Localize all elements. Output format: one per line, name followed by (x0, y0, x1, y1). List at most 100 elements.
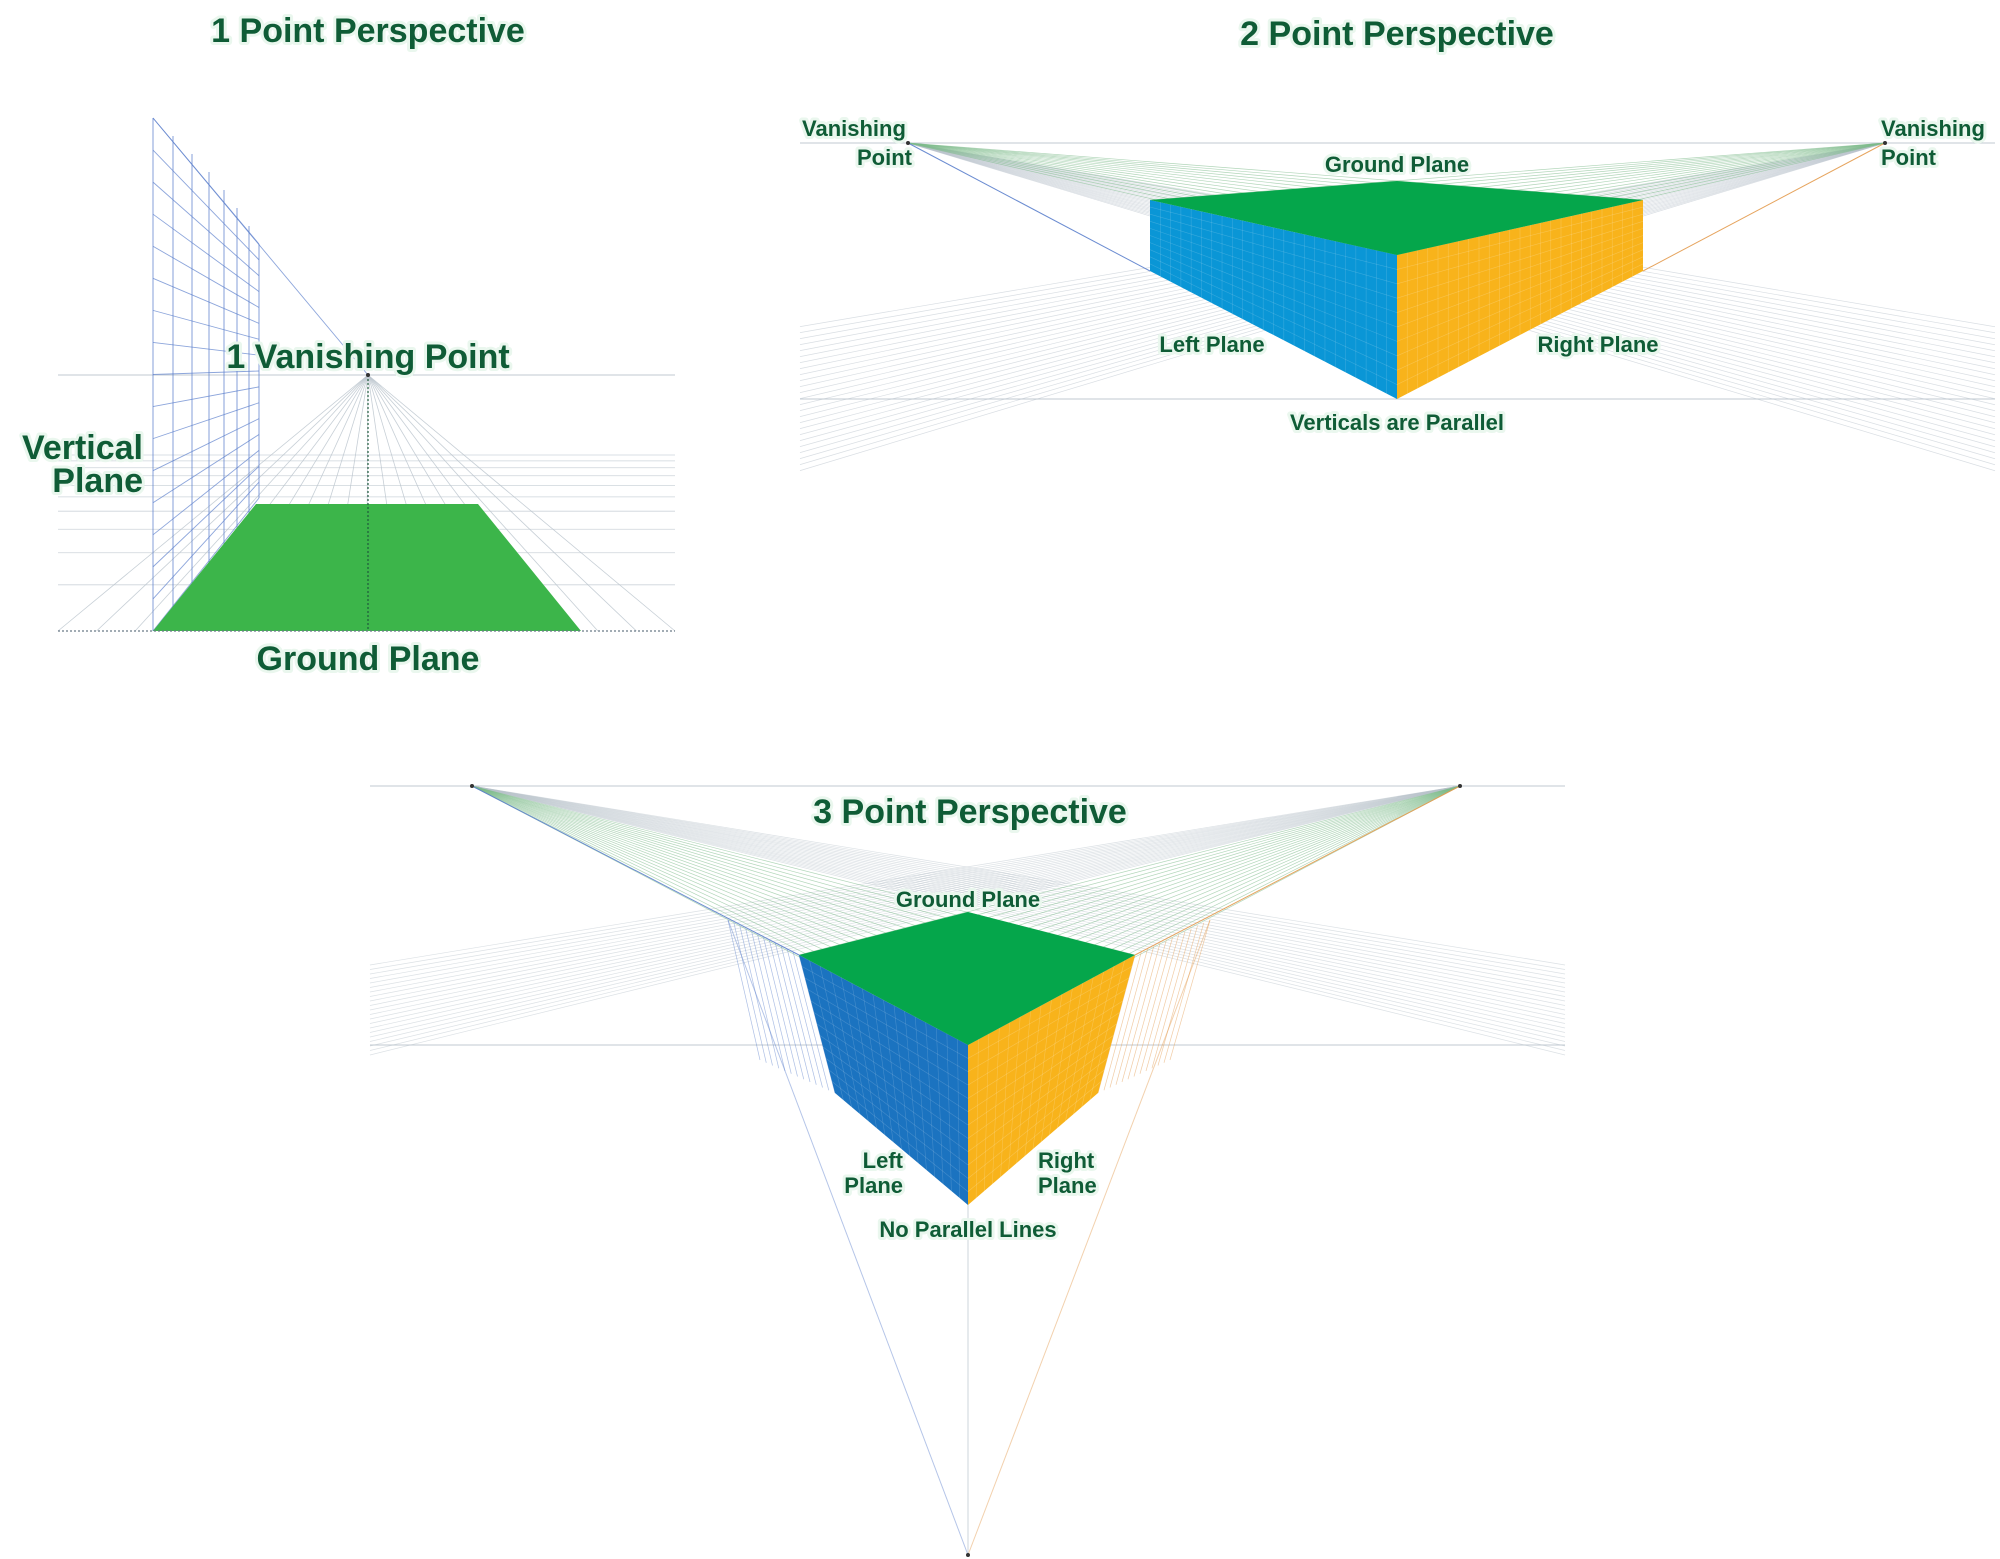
two-point-diagram: 2 Point Perspective Vanishing Point Vani… (799, 12, 1996, 472)
two-point-right-vp-label-line1: Vanishing (1881, 116, 1985, 141)
grid-line (727, 919, 761, 1061)
vertical-plane-label-line1: Vertical (22, 429, 143, 467)
grid-line (1127, 940, 1167, 1080)
three-point-right-vanishing-point (1458, 784, 1462, 788)
three-point-left-vanishing-point (470, 784, 474, 788)
grid-line (739, 925, 773, 1066)
grid-line (152, 341, 260, 356)
grid-line (1149, 206, 1398, 270)
grid-line (471, 785, 1566, 1047)
grid-line (807, 989, 969, 1086)
grid-line (792, 951, 830, 1091)
two-point-left-vp-label-line1: Vanishing (802, 116, 906, 141)
one-point-ground-plane (153, 504, 581, 631)
grid-line (914, 1016, 927, 1171)
two-point-right-vanishing-point (1883, 141, 1887, 145)
grid-line (1169, 919, 1211, 1061)
grid-line (471, 785, 1566, 1038)
grid-line (471, 785, 1566, 1006)
grid-line (96, 374, 369, 632)
grid-line (786, 949, 823, 1088)
grid-line (471, 785, 1566, 1002)
grid-line (1396, 206, 1644, 270)
grid-line (152, 245, 260, 308)
grid-line (774, 943, 811, 1083)
grid-line (957, 1039, 960, 1199)
grid-line (369, 785, 1461, 1051)
grid-line (1149, 235, 1398, 328)
three-point-left-plane (799, 955, 968, 1205)
grid-line (57, 374, 369, 632)
grid-line (1145, 931, 1186, 1072)
grid-line (369, 785, 1461, 1029)
grid-line (369, 785, 1461, 1042)
grid-line (1048, 988, 1073, 1136)
grid-line (872, 994, 894, 1143)
grid-line (152, 497, 260, 632)
grid-line (763, 937, 798, 1077)
grid-line (967, 1000, 1123, 1099)
grid-line (983, 1033, 990, 1192)
grid-line (471, 785, 1566, 1029)
one-point-vanishing-point (366, 373, 370, 377)
grid-line (369, 785, 1461, 1015)
grid-line (134, 374, 369, 632)
grid-line (367, 374, 637, 632)
three-point-diagram: 3 Point Perspective Ground Plane Left Pl… (369, 784, 1566, 1557)
three-point-bottom-vanishing-point (966, 1553, 970, 1557)
grid-line (1057, 983, 1084, 1129)
grid-line (1008, 1016, 1021, 1171)
grid-line (851, 983, 877, 1129)
two-point-left-vp-label-line2: Point (857, 145, 913, 170)
grid-line (967, 1069, 1105, 1179)
right-edge-line (1642, 142, 1886, 272)
grid-line (152, 434, 260, 504)
grid-line (1103, 951, 1142, 1091)
grid-line (369, 785, 1461, 1006)
grid-line (152, 309, 260, 340)
grid-line (471, 785, 1566, 1015)
grid-line (471, 785, 1566, 1011)
grid-line (816, 1023, 969, 1126)
grid-line (1396, 235, 1644, 328)
two-point-left-vanishing-point (906, 141, 910, 145)
three-point-caption: No Parallel Lines (879, 1217, 1056, 1242)
grid-line (967, 989, 1126, 1086)
grid-line (769, 940, 805, 1080)
three-point-ground-plane-label: Ground Plane (896, 887, 1040, 912)
grid-line (925, 1022, 936, 1178)
grid-line (152, 402, 260, 440)
grid-line (1081, 966, 1115, 1108)
grid-line (152, 418, 260, 472)
grid-line (1396, 242, 1644, 342)
grid-line (862, 988, 886, 1136)
grid-line (904, 1011, 919, 1164)
grid-line (1163, 922, 1205, 1063)
grid-line (471, 785, 1566, 993)
one-point-title: 1 Point Perspective (211, 12, 525, 50)
grid-line (1109, 949, 1148, 1088)
grid-line (1073, 971, 1104, 1115)
three-point-ground-plane (799, 912, 1135, 1045)
grid-line (1065, 977, 1094, 1122)
grid-line (369, 785, 1461, 1020)
grid-line (1151, 928, 1192, 1069)
grid-line (1024, 1005, 1042, 1157)
grid-line (946, 1033, 952, 1192)
bottom-vp-line (727, 919, 969, 1556)
one-point-ground-plane-label: Ground Plane (257, 640, 480, 678)
three-point-right-plane-label-line1: Right (1038, 1148, 1095, 1173)
grid-line (907, 142, 1644, 201)
grid-line (152, 149, 260, 261)
grid-line (1016, 1011, 1031, 1164)
grid-line (1149, 263, 1398, 385)
grid-line (830, 971, 861, 1115)
grid-line (819, 1035, 969, 1139)
grid-line (152, 277, 260, 324)
two-point-right-vp-label-line2: Point (1881, 145, 1937, 170)
grid-line (1396, 263, 1644, 385)
grid-line (369, 785, 1461, 1056)
grid-line (1396, 213, 1644, 285)
grid-line (471, 785, 1566, 988)
